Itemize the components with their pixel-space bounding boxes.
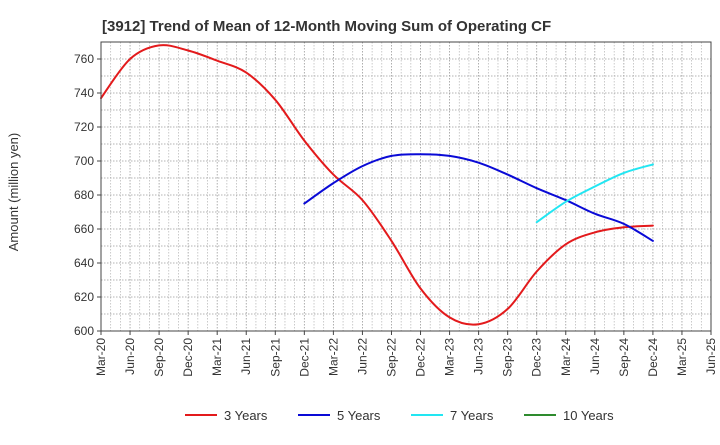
y-tick-label: 720: [74, 120, 94, 134]
grid-layer: [100, 41, 712, 332]
x-tick-label: Sep-24: [617, 338, 631, 377]
x-tick-label: Jun-24: [588, 338, 602, 375]
series-line-5-years: [303, 153, 654, 242]
x-tick-label: Sep-20: [152, 338, 166, 377]
x-tick-label: Dec-21: [297, 338, 311, 377]
x-tick-label: Sep-23: [501, 338, 515, 377]
y-tick-label: 660: [74, 222, 94, 236]
x-tick-label: Dec-24: [646, 338, 660, 377]
plot-area: [101, 42, 711, 331]
y-axis-label: Amount (million yen): [6, 133, 21, 252]
y-tick-label: 740: [74, 86, 94, 100]
x-tick-label: Mar-22: [326, 338, 340, 376]
legend: 3 Years 5 Years 7 Years 10 Years: [185, 408, 614, 423]
x-tick-label: Mar-24: [559, 338, 573, 376]
y-tick-label: 700: [74, 154, 94, 168]
plot-frame: [100, 41, 712, 332]
x-tick-label: Jun-25: [704, 338, 718, 375]
x-tick-label: Mar-23: [443, 338, 457, 376]
x-tick-label: Jun-23: [472, 338, 486, 375]
x-tick-label: Jun-20: [123, 338, 137, 375]
series-layer: [100, 44, 654, 326]
x-tick-label: Mar-21: [210, 338, 224, 376]
x-tick-label: Dec-23: [530, 338, 544, 377]
x-tick-label: Mar-20: [94, 338, 108, 376]
y-tick-label: 600: [74, 324, 94, 338]
chart-title: [3912] Trend of Mean of 12-Month Moving …: [102, 18, 551, 35]
x-tick-label: Sep-21: [268, 338, 282, 377]
series-line-3-years: [100, 44, 654, 326]
x-tick-label: Sep-22: [384, 338, 398, 377]
y-tick-label: 680: [74, 188, 94, 202]
y-tick-label: 620: [74, 290, 94, 304]
legend-label-5-years: 5 Years: [337, 408, 381, 423]
axis-layer: 600 620 640 660 680 700 720 740 760 Mar-20 Jun-20 S…: [74, 41, 718, 377]
x-tick-label: Jun-21: [239, 338, 253, 375]
y-tick-label: 640: [74, 256, 94, 270]
legend-label-10-years: 10 Years: [563, 408, 614, 423]
series-line-7-years: [535, 163, 654, 224]
x-tick-label: Dec-20: [181, 338, 195, 377]
legend-label-3-years: 3 Years: [224, 408, 268, 423]
x-tick-label: Dec-22: [414, 338, 428, 377]
x-tick-label: Mar-25: [675, 338, 689, 376]
x-tick-label: Jun-22: [355, 338, 369, 375]
y-tick-label: 760: [74, 52, 94, 66]
legend-label-7-years: 7 Years: [450, 408, 494, 423]
